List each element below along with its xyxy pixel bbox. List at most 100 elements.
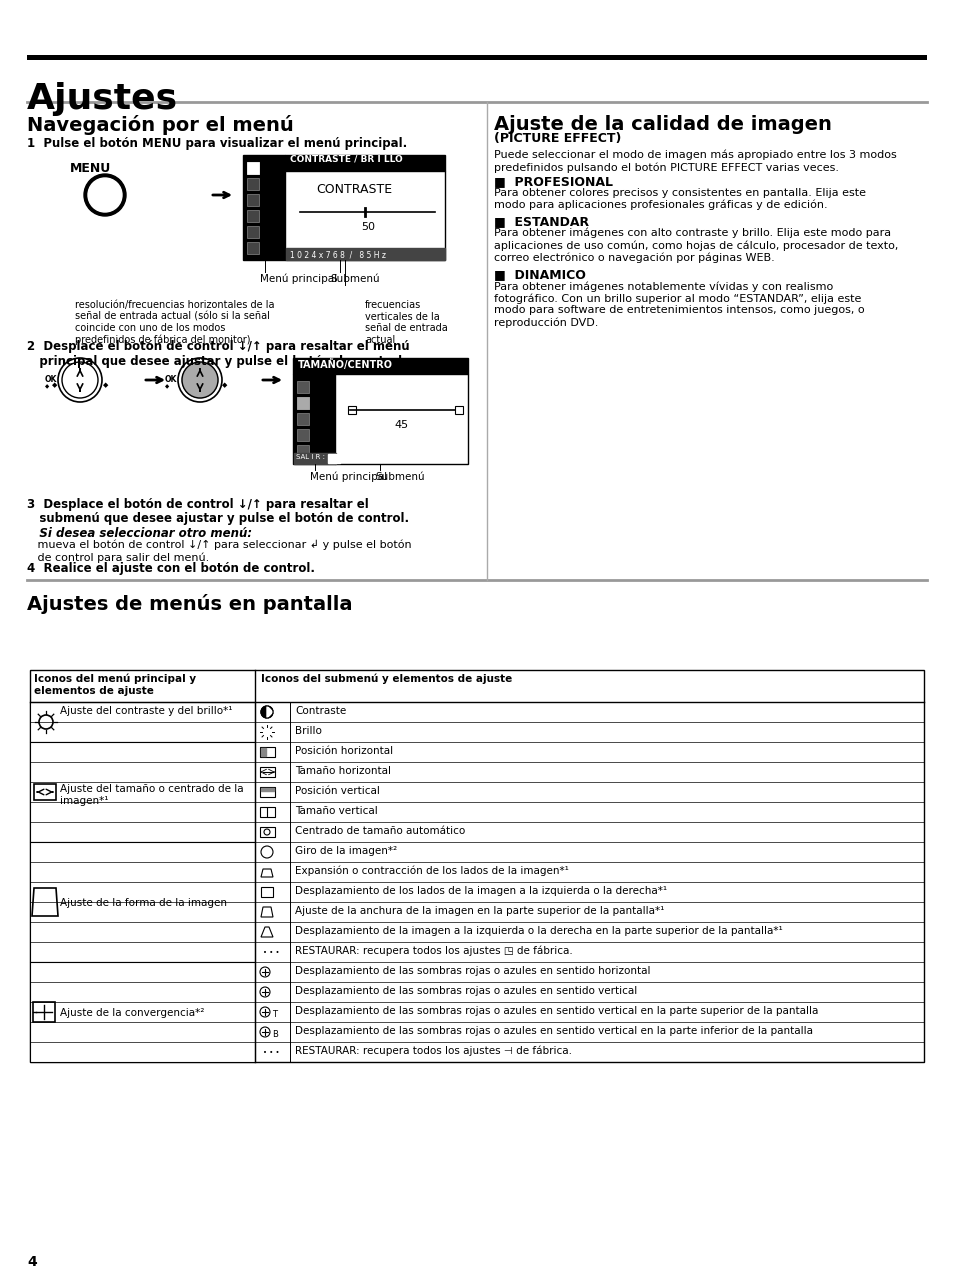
Bar — [296, 397, 309, 409]
Text: • • •: • • • — [263, 1050, 279, 1056]
Text: Giro de la imagen*²: Giro de la imagen*² — [294, 846, 396, 856]
Bar — [247, 225, 258, 238]
Text: Tamaño horizontal: Tamaño horizontal — [294, 766, 391, 776]
Bar — [30, 702, 254, 741]
Text: Para obtener imágenes con alto contraste y brillo. Elija este modo para
aplicaci: Para obtener imágenes con alto contraste… — [494, 228, 898, 262]
Circle shape — [88, 178, 122, 211]
Text: T: T — [272, 1010, 276, 1019]
Text: SAL I R :: SAL I R : — [295, 454, 325, 460]
Bar — [285, 171, 444, 260]
Text: ◆: ◆ — [103, 382, 109, 389]
Bar — [296, 429, 309, 441]
Text: 3  Desplace el botón de control ↓/↑ para resaltar el: 3 Desplace el botón de control ↓/↑ para … — [27, 498, 369, 511]
Bar — [261, 887, 273, 897]
Bar — [247, 162, 258, 175]
Text: 4  Realice el ajuste con el botón de control.: 4 Realice el ajuste con el botón de cont… — [27, 562, 314, 575]
Text: Ajuste de la forma de la imagen: Ajuste de la forma de la imagen — [60, 898, 227, 908]
Text: Submenú: Submenú — [330, 274, 379, 284]
Text: ■  PROFESIONAL: ■ PROFESIONAL — [494, 175, 613, 189]
Bar — [296, 413, 309, 426]
Text: ◆: ◆ — [45, 383, 50, 389]
Bar — [34, 784, 56, 800]
Circle shape — [182, 362, 218, 397]
Polygon shape — [267, 706, 273, 719]
Text: Desplazamiento de las sombras rojas o azules en sentido vertical en la parte inf: Desplazamiento de las sombras rojas o az… — [294, 1026, 812, 1036]
Text: mueva el botón de control ↓/↑ para seleccionar ↲ y pulse el botón
   de control : mueva el botón de control ↓/↑ para selec… — [27, 540, 411, 563]
Text: RESTAURAR: recupera todos los ajustes ⊣ de fábrica.: RESTAURAR: recupera todos los ajustes ⊣ … — [294, 1046, 572, 1056]
Bar — [296, 445, 309, 457]
Bar — [328, 454, 339, 462]
Circle shape — [261, 706, 273, 719]
Bar — [261, 789, 274, 791]
Text: Expansión o contracción de los lados de la imagen*¹: Expansión o contracción de los lados de … — [294, 866, 568, 877]
Bar — [247, 194, 258, 206]
Text: Iconos del submenú y elementos de ajuste: Iconos del submenú y elementos de ajuste — [261, 674, 512, 684]
Text: Ajuste del contraste y del brillo*¹: Ajuste del contraste y del brillo*¹ — [60, 706, 233, 716]
Text: CONTRASTE / BR I LLO: CONTRASTE / BR I LLO — [290, 155, 402, 164]
Text: Ajustes de menús en pantalla: Ajustes de menús en pantalla — [27, 594, 352, 614]
Bar — [260, 747, 274, 757]
Text: Si desea seleccionar otro menú:: Si desea seleccionar otro menú: — [27, 527, 252, 540]
Bar — [243, 155, 285, 260]
Text: Centrado de tamaño automático: Centrado de tamaño automático — [294, 826, 465, 836]
Text: Navegación por el menú: Navegación por el menú — [27, 115, 294, 135]
Text: ■  ESTANDAR: ■ ESTANDAR — [494, 215, 589, 228]
Text: 50: 50 — [360, 222, 375, 232]
Bar — [294, 454, 335, 464]
Text: Desplazamiento de las sombras rojas o azules en sentido vertical en la parte sup: Desplazamiento de las sombras rojas o az… — [294, 1006, 818, 1015]
Bar — [286, 248, 444, 260]
Text: (PICTURE EFFECT): (PICTURE EFFECT) — [494, 132, 620, 145]
Text: Posición vertical: Posición vertical — [294, 786, 379, 796]
Bar — [296, 381, 309, 392]
Bar — [260, 767, 274, 777]
Text: Ajuste de la convergencia*²: Ajuste de la convergencia*² — [60, 1008, 204, 1018]
Text: 45: 45 — [395, 420, 409, 431]
Bar — [260, 827, 274, 837]
Text: Ajuste de la anchura de la imagen en la parte superior de la pantalla*¹: Ajuste de la anchura de la imagen en la … — [294, 906, 663, 916]
Text: Desplazamiento de las sombras rojas o azules en sentido horizontal: Desplazamiento de las sombras rojas o az… — [294, 966, 650, 976]
Text: TAMAÑO/CENTRO: TAMAÑO/CENTRO — [297, 359, 393, 369]
Bar — [455, 406, 462, 414]
Bar — [335, 375, 468, 464]
Text: 4: 4 — [27, 1255, 37, 1269]
Text: frecuencias
verticales de la
señal de entrada
actual: frecuencias verticales de la señal de en… — [365, 299, 447, 345]
Bar — [247, 178, 258, 190]
Circle shape — [62, 362, 98, 397]
Text: Menú principal: Menú principal — [310, 471, 387, 483]
Text: 1  Pulse el botón MENU para visualizar el menú principal.: 1 Pulse el botón MENU para visualizar el… — [27, 138, 407, 150]
Text: Ajuste del tamaño o centrado de la
imagen*¹: Ajuste del tamaño o centrado de la image… — [60, 784, 243, 805]
Bar — [261, 748, 266, 755]
Bar — [296, 397, 309, 409]
Text: Puede seleccionar el modo de imagen más apropiado entre los 3 modos
predefinidos: Puede seleccionar el modo de imagen más … — [494, 150, 896, 173]
Bar — [247, 162, 258, 175]
Bar — [348, 406, 355, 414]
Text: Desplazamiento de la imagen a la izquierda o la derecha en la parte superior de : Desplazamiento de la imagen a la izquier… — [294, 926, 781, 936]
Text: 2  Desplace el botón de control ↓/↑ para resaltar el menú
   principal que desee: 2 Desplace el botón de control ↓/↑ para … — [27, 340, 409, 368]
Text: Brillo: Brillo — [294, 726, 321, 736]
Bar — [293, 375, 335, 464]
Text: Desplazamiento de los lados de la imagen a la izquierda o la derecha*¹: Desplazamiento de los lados de la imagen… — [294, 885, 666, 896]
Text: Tamaño vertical: Tamaño vertical — [294, 806, 377, 817]
Bar — [247, 210, 258, 222]
Bar — [30, 741, 254, 842]
Bar — [33, 1001, 55, 1022]
Text: CONTRASTE: CONTRASTE — [315, 183, 392, 196]
Text: ◆: ◆ — [52, 382, 57, 389]
Text: Iconos del menú principal y
elementos de ajuste: Iconos del menú principal y elementos de… — [34, 674, 196, 696]
Text: OK: OK — [45, 375, 57, 383]
Bar — [30, 842, 254, 962]
Text: ■  DINAMICO: ■ DINAMICO — [494, 268, 585, 282]
Text: Ajuste de la calidad de imagen: Ajuste de la calidad de imagen — [494, 115, 831, 134]
Text: 1 0 2 4 x 7 6 8  /   8 5 H z: 1 0 2 4 x 7 6 8 / 8 5 H z — [290, 250, 386, 259]
Text: resolución/frecuencias horizontales de la
señal de entrada actual (sólo si la se: resolución/frecuencias horizontales de l… — [75, 299, 274, 345]
Text: • • •: • • • — [263, 950, 279, 956]
Text: submenú que desee ajustar y pulse el botón de control.: submenú que desee ajustar y pulse el bot… — [27, 512, 409, 525]
Text: Submenú: Submenú — [375, 471, 424, 482]
Bar — [30, 670, 923, 1063]
Text: Menú principal: Menú principal — [260, 274, 336, 284]
Bar — [260, 787, 274, 798]
Text: RESTAURAR: recupera todos los ajustes ◳ de fábrica.: RESTAURAR: recupera todos los ajustes ◳ … — [294, 947, 572, 957]
Text: ◆: ◆ — [165, 383, 169, 389]
Text: Posición horizontal: Posición horizontal — [294, 747, 393, 755]
Text: B: B — [272, 1029, 277, 1040]
